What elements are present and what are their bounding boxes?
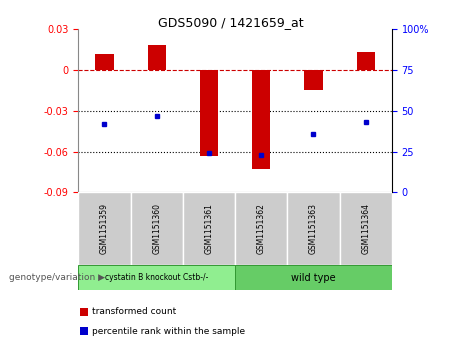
Text: GSM1151363: GSM1151363 (309, 203, 318, 254)
Text: GSM1151362: GSM1151362 (257, 203, 266, 254)
Text: GSM1151360: GSM1151360 (152, 203, 161, 254)
Bar (78, 192, 130, 265)
Text: GSM1151359: GSM1151359 (100, 203, 109, 254)
Text: transformed count: transformed count (92, 307, 176, 317)
Bar (357, 52, 375, 70)
Bar (80, 327, 88, 335)
Text: genotype/variation ▶: genotype/variation ▶ (9, 273, 105, 282)
Bar (340, 192, 392, 265)
Bar (80, 308, 88, 316)
Text: cystatin B knockout Cstb-/-: cystatin B knockout Cstb-/- (105, 273, 208, 282)
Text: GSM1151361: GSM1151361 (205, 203, 213, 254)
Bar (287, 192, 340, 265)
Bar (200, 70, 218, 156)
Bar (235, 265, 392, 290)
Bar (252, 70, 270, 169)
Bar (95, 54, 113, 70)
Text: wild type: wild type (291, 273, 336, 283)
Bar (148, 45, 166, 70)
Text: percentile rank within the sample: percentile rank within the sample (92, 326, 245, 335)
Bar (304, 70, 323, 90)
Text: GSM1151364: GSM1151364 (361, 203, 370, 254)
Bar (130, 192, 183, 265)
Bar (78, 265, 235, 290)
Text: GDS5090 / 1421659_at: GDS5090 / 1421659_at (158, 16, 303, 29)
Bar (235, 192, 287, 265)
Bar (183, 192, 235, 265)
